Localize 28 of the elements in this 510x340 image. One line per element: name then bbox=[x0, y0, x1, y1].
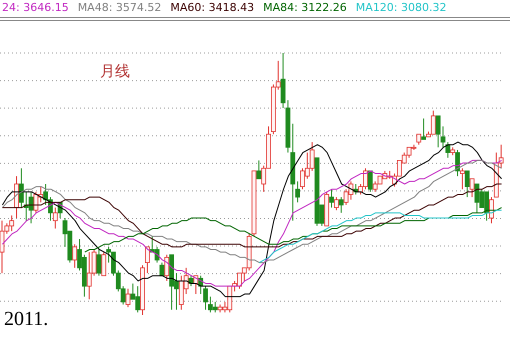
text: MA60: 3418.43 bbox=[170, 1, 254, 14]
candlestick bbox=[126, 288, 130, 308]
candlestick bbox=[440, 126, 446, 148]
candlestick bbox=[203, 286, 208, 310]
candlestick bbox=[464, 170, 470, 198]
candlestick bbox=[280, 53, 286, 109]
candlestick bbox=[460, 168, 465, 190]
text: 24: 3646.15 bbox=[2, 1, 69, 14]
annotation: 月线 bbox=[100, 62, 130, 81]
candlestick bbox=[470, 178, 474, 198]
candlestick bbox=[421, 118, 426, 140]
text: MA120: 3080.32 bbox=[356, 1, 446, 14]
text: MA48: 3574.52 bbox=[78, 1, 162, 14]
candlestick bbox=[14, 176, 19, 219]
annotation: 2011. bbox=[4, 308, 48, 331]
candlestick bbox=[329, 188, 334, 208]
candlestick bbox=[160, 262, 164, 276]
candlestick bbox=[101, 252, 106, 276]
candlestick bbox=[144, 246, 150, 274]
candlestick bbox=[338, 196, 344, 214]
candlestick bbox=[256, 160, 262, 180]
candlestick bbox=[334, 196, 339, 211]
candlestick bbox=[72, 244, 78, 268]
candlestick bbox=[436, 115, 441, 148]
candlestick bbox=[416, 134, 422, 146]
candlestick bbox=[96, 249, 102, 276]
text: MA84: 3122.26 bbox=[263, 1, 347, 14]
candlestick bbox=[52, 207, 58, 230]
